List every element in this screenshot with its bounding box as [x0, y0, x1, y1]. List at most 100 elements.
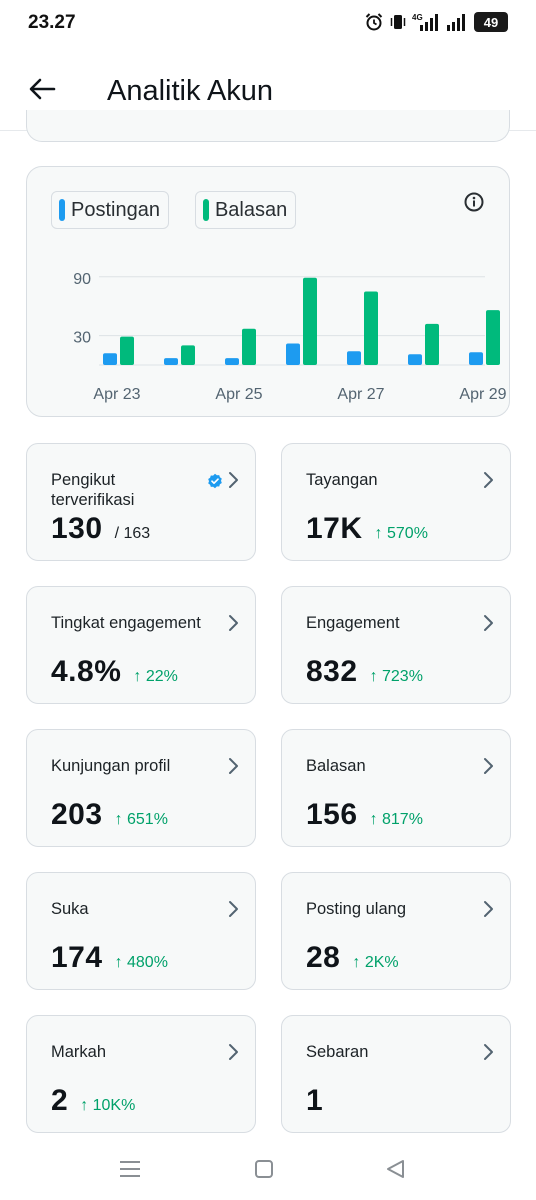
- stat-card[interactable]: Tayangan 17K ↑ 570%: [281, 443, 511, 561]
- chevron-right-icon: [480, 899, 496, 919]
- info-icon: [463, 192, 485, 217]
- stat-card[interactable]: Markah 2 ↑ 10K%: [26, 1015, 256, 1133]
- stat-card[interactable]: Suka 174 ↑ 480%: [26, 872, 256, 990]
- stat-value: 4.8%: [51, 655, 122, 688]
- x-tick-label: Apr 29: [459, 386, 506, 403]
- y-tick-label: 90: [73, 271, 91, 288]
- signal-icon-2: [446, 12, 468, 32]
- bar-replies: [425, 323, 439, 365]
- chevron-right-icon: [480, 1042, 496, 1062]
- home-square-icon: [252, 1160, 278, 1186]
- stat-label: Markah: [51, 1043, 107, 1061]
- stat-change: ↑ 480%: [114, 954, 168, 971]
- stat-value-row: 2 ↑ 10K%: [51, 1084, 135, 1118]
- bar-posts: [469, 352, 483, 365]
- back-triangle-icon: [383, 1160, 409, 1186]
- bar-replies: [303, 277, 317, 365]
- previous-card-edge: [26, 110, 510, 142]
- stat-card[interactable]: Sebaran 1: [281, 1015, 511, 1133]
- stat-value-row: 4.8% ↑ 22%: [51, 655, 178, 689]
- bar-chart: 90 30 Apr 23 Apr 25 Apr 27 Apr 29: [73, 271, 506, 403]
- stat-total: / 163: [114, 525, 151, 542]
- system-back-button[interactable]: [383, 1156, 413, 1184]
- stat-change: ↑ 570%: [374, 525, 428, 542]
- page-title: Analitik Akun: [107, 75, 274, 107]
- alarm-icon: [364, 12, 384, 32]
- legend-posts-label: Postingan: [71, 198, 160, 221]
- stat-value: 17K: [306, 512, 363, 545]
- chevron-right-icon: [480, 613, 496, 633]
- stat-change: ↑ 651%: [114, 811, 168, 828]
- stat-change: ↑ 723%: [369, 668, 423, 685]
- stat-value: 1: [306, 1084, 324, 1117]
- home-button[interactable]: [252, 1156, 282, 1184]
- chevron-right-icon: [225, 1042, 241, 1062]
- system-navbar: [0, 1140, 536, 1200]
- bar-posts: [347, 351, 361, 365]
- chevron-right-icon: [225, 899, 241, 919]
- stat-value: 174: [51, 941, 103, 974]
- bar-replies: [242, 328, 256, 365]
- stat-value: 130: [51, 512, 103, 545]
- stat-card[interactable]: Tingkat engagement 4.8% ↑ 22%: [26, 586, 256, 704]
- stat-card[interactable]: Balasan 156 ↑ 817%: [281, 729, 511, 847]
- chevron-right-icon: [225, 470, 241, 490]
- bar-posts: [103, 353, 117, 365]
- bar-posts: [286, 343, 300, 365]
- signal-icon: 4G: [412, 12, 440, 32]
- legend-posts[interactable]: Postingan: [51, 191, 169, 229]
- status-icons: 4G 49: [364, 12, 508, 32]
- legend-replies[interactable]: Balasan: [194, 191, 297, 229]
- stat-label: Engagement: [306, 614, 400, 632]
- legend-replies-swatch: [202, 199, 209, 221]
- stat-value-row: 174 ↑ 480%: [51, 941, 168, 975]
- status-time: 23.27: [28, 12, 76, 33]
- stat-change: ↑ 10K%: [80, 1097, 136, 1114]
- verified-badge-icon: [207, 473, 223, 489]
- stat-card[interactable]: Pengikut terverifikasi 130 / 163: [26, 443, 256, 561]
- stat-label: Posting ulang: [306, 900, 406, 918]
- stat-value-row: 28 ↑ 2K%: [306, 941, 399, 975]
- x-tick-label: Apr 27: [337, 386, 384, 403]
- bar-posts: [225, 358, 239, 365]
- stat-label: Kunjungan profil: [51, 757, 171, 775]
- battery-icon: 49: [474, 12, 508, 32]
- activity-chart-card: Postingan Balasan 90 30 Apr 23 Apr 25 Apr 27…: [26, 166, 510, 417]
- stat-value-row: 156 ↑ 817%: [306, 798, 423, 832]
- stat-card[interactable]: Engagement 832 ↑ 723%: [281, 586, 511, 704]
- chevron-right-icon: [225, 613, 241, 633]
- vibrate-icon: [390, 12, 406, 32]
- stat-card[interactable]: Posting ulang 28 ↑ 2K%: [281, 872, 511, 990]
- stat-value-row: 1: [306, 1084, 323, 1118]
- bar-replies: [181, 345, 195, 365]
- bar-replies: [364, 291, 378, 365]
- stat-label: Tingkat engagement: [51, 614, 201, 632]
- stat-value: 832: [306, 655, 358, 688]
- chevron-right-icon: [225, 756, 241, 776]
- status-bar: 23.27 4G 49: [0, 0, 536, 48]
- stat-value-row: 17K ↑ 570%: [306, 512, 428, 546]
- stat-card[interactable]: Kunjungan profil 203 ↑ 651%: [26, 729, 256, 847]
- chevron-right-icon: [480, 470, 496, 490]
- bar-replies: [120, 336, 134, 365]
- stat-value-row: 130 / 163: [51, 512, 150, 546]
- menu-icon: [117, 1161, 143, 1186]
- info-button[interactable]: [463, 191, 485, 213]
- app-header: Analitik Akun: [0, 55, 536, 131]
- x-tick-label: Apr 23: [93, 386, 140, 403]
- stat-change: ↑ 22%: [133, 668, 178, 685]
- x-tick-label: Apr 25: [215, 386, 262, 403]
- stat-label: Pengikut terverifikasi: [51, 471, 135, 509]
- recent-apps-button[interactable]: [117, 1156, 147, 1184]
- bar-posts: [164, 358, 178, 365]
- stat-value-row: 832 ↑ 723%: [306, 655, 423, 689]
- stat-value-row: 203 ↑ 651%: [51, 798, 168, 832]
- chart-legend: Postingan Balasan: [51, 191, 297, 229]
- svg-text:4G: 4G: [412, 13, 423, 22]
- stat-label: Sebaran: [306, 1043, 369, 1061]
- stat-value: 156: [306, 798, 358, 831]
- bar-replies: [486, 310, 500, 365]
- back-button[interactable]: [22, 71, 62, 111]
- y-tick-label: 30: [73, 330, 91, 347]
- stat-change: ↑ 2K%: [352, 954, 399, 971]
